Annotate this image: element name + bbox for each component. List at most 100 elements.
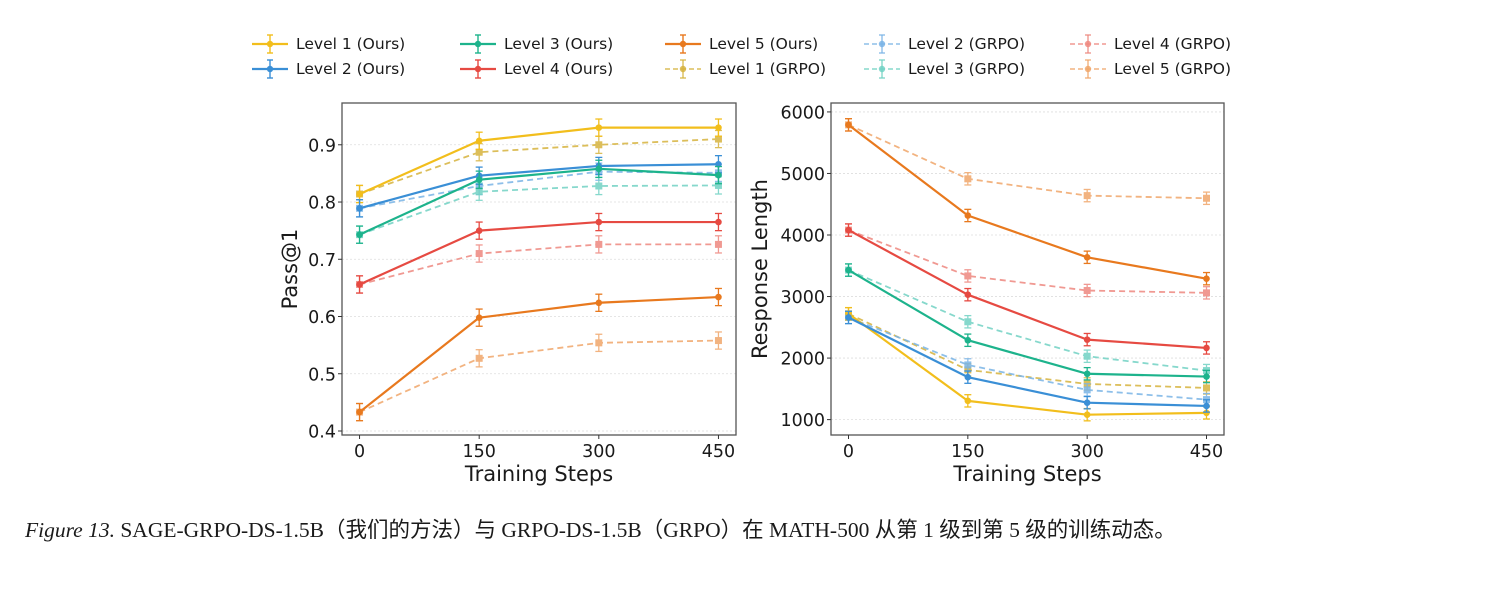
legend-line-icon (665, 34, 701, 54)
axes-frame (830, 102, 1225, 436)
legend-item-level-1-ours: Level 1 (Ours) (250, 33, 405, 55)
legend-label: Level 3 (Ours) (504, 35, 614, 53)
y-tick-label: 3000 (780, 288, 825, 308)
data-point (964, 212, 972, 219)
y-tick-label: 5000 (780, 165, 825, 185)
series-line (847, 229, 1207, 350)
data-point (475, 227, 483, 234)
legend-line-icon (864, 34, 900, 54)
legend-label: Level 4 (Ours) (504, 60, 614, 78)
x-tick-label: 450 (1190, 442, 1223, 462)
data-point (714, 337, 722, 345)
data-point (964, 397, 972, 405)
legend-label: Level 5 (Ours) (709, 35, 819, 53)
y-tick-label: 6000 (780, 103, 825, 123)
x-axis-label: Training Steps (464, 462, 613, 486)
x-tick-label: 300 (1070, 442, 1103, 462)
data-point (714, 240, 722, 248)
x-tick-label: 0 (354, 442, 365, 462)
legend-item-level-3-ours: Level 3 (Ours) (458, 33, 613, 55)
charts-canvas: 0.4 0.5 0.6 0.7 0.8 0.9 0 150 300 450 Training Ste… (278, 102, 1225, 486)
y-axis-label: Response Length (748, 179, 772, 359)
series-line (359, 138, 719, 195)
legend-line-icon (460, 34, 496, 54)
data-point (1083, 287, 1091, 295)
series-level-5-grpo (845, 118, 1210, 206)
data-point (595, 218, 603, 226)
data-point (715, 218, 722, 226)
y-tick-label: 0.9 (308, 136, 336, 156)
series-level-2-grpo (845, 310, 1210, 407)
legend-line-icon (252, 59, 288, 79)
series-level-3-ours (356, 159, 722, 244)
data-point (356, 408, 363, 416)
series-line (359, 220, 719, 286)
data-point (845, 314, 852, 321)
data-point (964, 175, 972, 183)
data-point (715, 124, 722, 131)
legend-item-level-2-grpo: Level 2 (GRPO) (862, 33, 1025, 55)
data-point (475, 314, 483, 321)
data-point (595, 299, 603, 307)
data-point (964, 318, 972, 326)
data-point (595, 124, 603, 131)
series-level-3-grpo (845, 263, 1210, 378)
y-tick-label: 2000 (780, 350, 825, 370)
x-tick-label: 300 (582, 442, 615, 462)
pass-at-1-chart: 0.4 0.5 0.6 0.7 0.8 0.9 0 150 300 450 Training Ste… (278, 102, 737, 486)
data-point (475, 176, 483, 184)
data-point (595, 240, 603, 248)
data-point (595, 165, 603, 173)
series-line (359, 167, 719, 236)
data-point (1202, 194, 1210, 202)
legend-line-icon (460, 59, 496, 79)
data-point (475, 148, 483, 156)
series-level-2-ours (845, 310, 1210, 413)
chart-legend: Level 1 (Ours) Level 2 (Ours) Level 3 (Our… (250, 33, 1260, 85)
legend-line-icon (252, 34, 288, 54)
series-line (847, 269, 1207, 378)
series-level-5-ours (356, 287, 722, 422)
series-level-4-ours (845, 223, 1210, 355)
data-point (1203, 402, 1210, 410)
legend-item-level-5-grpo: Level 5 (GRPO) (1068, 58, 1231, 80)
legend-item-level-4-ours: Level 4 (Ours) (458, 58, 613, 80)
data-point (714, 135, 722, 143)
data-point (715, 293, 722, 301)
y-tick-label: 0.8 (308, 194, 336, 214)
data-point (356, 231, 363, 238)
legend-line-icon (864, 59, 900, 79)
data-point (1083, 352, 1091, 360)
y-axis-label: Pass@1 (278, 229, 302, 310)
x-tick-label: 450 (702, 442, 735, 462)
series-line (847, 123, 1207, 280)
series-line (358, 295, 719, 413)
data-point (1202, 289, 1210, 297)
y-tick-label: 0.4 (308, 422, 336, 442)
data-point (1202, 384, 1210, 392)
series-line (359, 243, 719, 286)
figure-label: Figure 13. (25, 518, 115, 542)
data-point (845, 226, 852, 234)
data-point (356, 205, 363, 212)
data-point (845, 121, 852, 129)
x-tick-label: 150 (951, 442, 984, 462)
legend-item-level-4-grpo: Level 4 (GRPO) (1068, 33, 1231, 55)
data-point (595, 141, 603, 149)
legend-line-icon (1070, 59, 1106, 79)
legend-label: Level 4 (GRPO) (1114, 35, 1232, 53)
series-line (359, 170, 719, 210)
data-point (475, 137, 483, 145)
figure-caption: Figure 13. SAGE-GRPO-DS-1.5B（我们的方法）与 GRP… (25, 512, 1490, 548)
response-length-chart: 1000 2000 3000 4000 5000 6000 0 150 300 450 Traini… (748, 102, 1225, 486)
data-point (356, 190, 363, 198)
y-tick-label: 1000 (780, 411, 825, 431)
legend-line-icon (1070, 34, 1106, 54)
series-level-4-ours (356, 212, 722, 294)
x-tick-label: 0 (843, 442, 854, 462)
x-axis-label: Training Steps (952, 462, 1101, 486)
data-point (1083, 411, 1091, 418)
legend-label: Level 2 (GRPO) (908, 35, 1026, 53)
data-point (595, 182, 603, 190)
legend-item-level-2-ours: Level 2 (Ours) (250, 58, 405, 80)
